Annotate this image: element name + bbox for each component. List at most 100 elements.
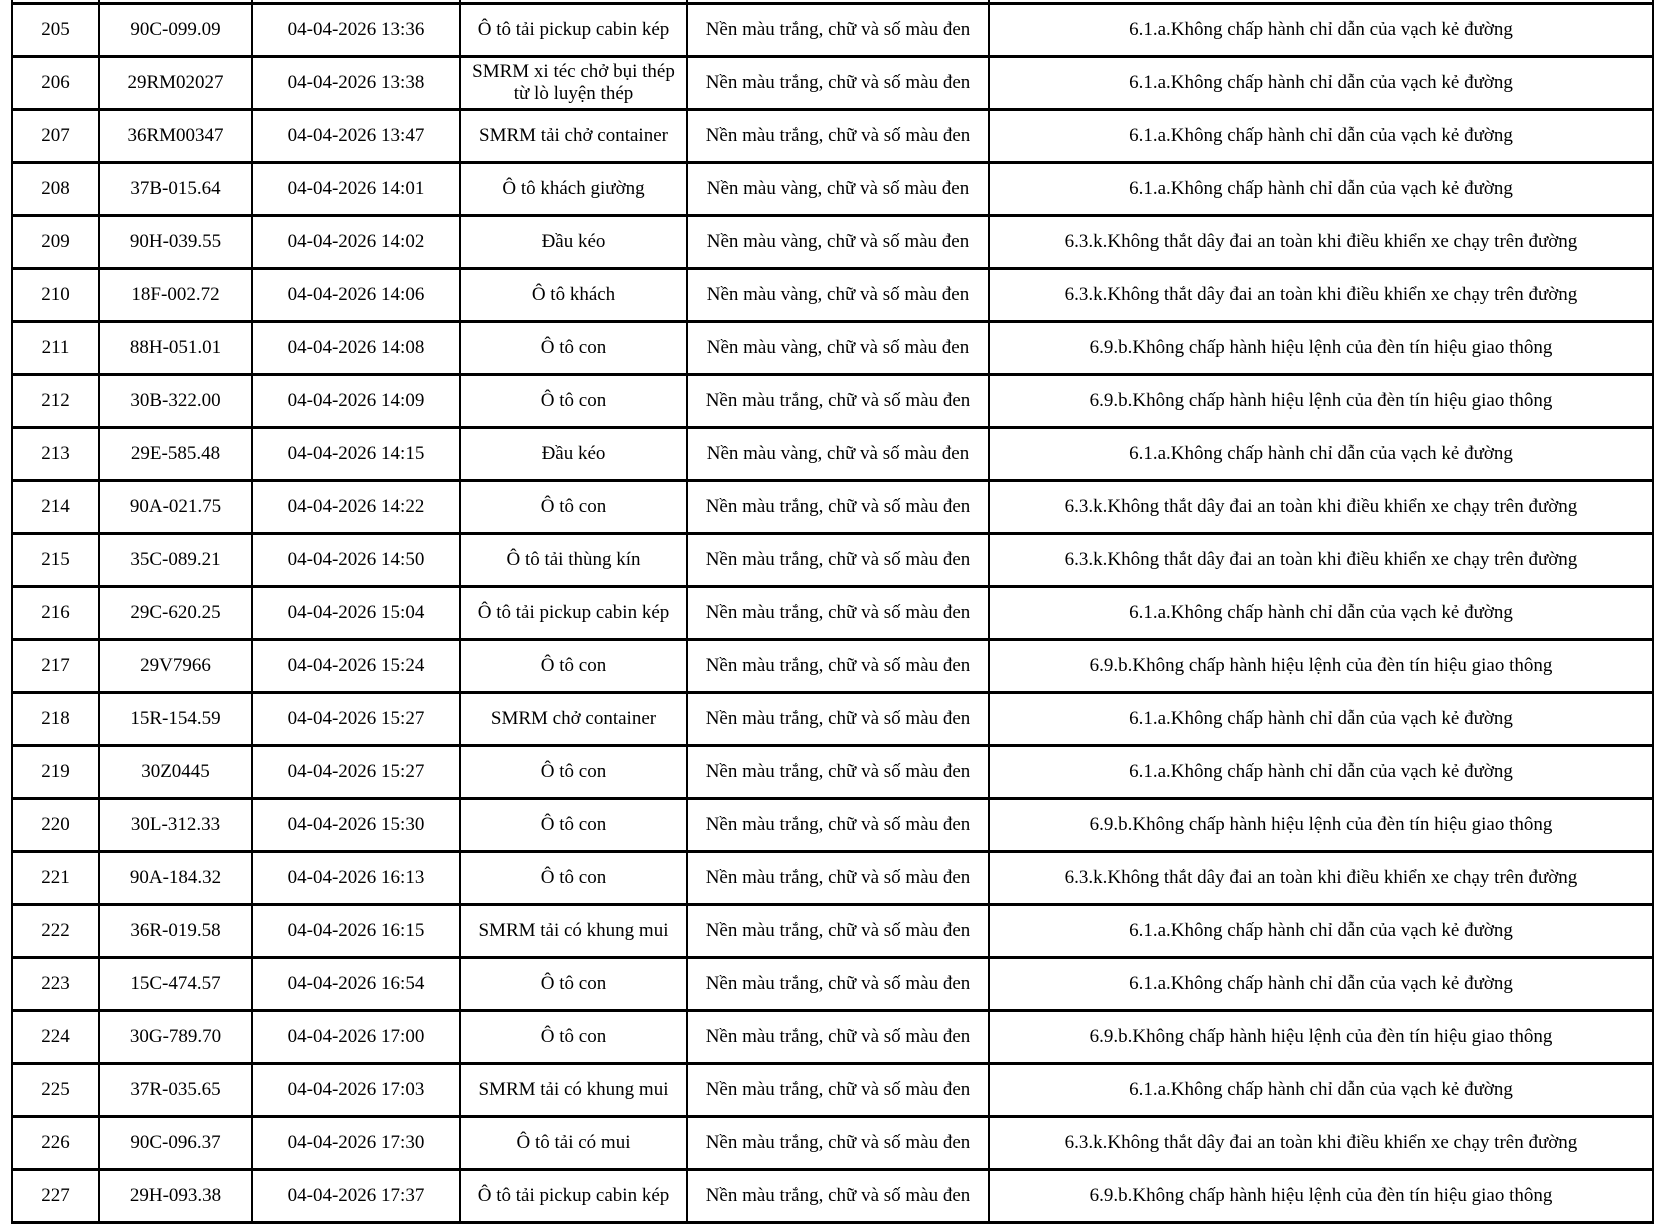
cell-license-plate: 37R-035.65 xyxy=(98,1062,253,1118)
cell-plate-color-description: Nền màu trắng, chữ và số màu đen xyxy=(686,797,990,853)
cell-plate-color-description: Nền màu trắng, chữ và số màu đen xyxy=(686,1009,990,1065)
cell-violation-description: 6.3.k.Không thắt dây đai an toàn khi điề… xyxy=(988,850,1654,906)
cell-violation-description: 6.1.a.Không chấp hành chỉ dẫn của vạch k… xyxy=(988,1062,1654,1118)
cell-violation-description: 6.3.k.Không thắt dây đai an toàn khi điề… xyxy=(988,532,1654,588)
cell-index-number: 225 xyxy=(11,1062,100,1118)
cell-vehicle-type: SMRM tải chở container xyxy=(459,108,688,164)
cell-violation-datetime: 04-04-2026 14:01 xyxy=(251,161,461,217)
cell-vehicle-type: Ô tô con xyxy=(459,638,688,694)
cell-license-plate: 15R-154.59 xyxy=(98,691,253,747)
cell-index-number: 210 xyxy=(11,267,100,323)
cell-license-plate: 30Z0445 xyxy=(98,744,253,800)
cell-plate-color-description: Nền màu trắng, chữ và số màu đen xyxy=(686,108,990,164)
cell-index-number: 213 xyxy=(11,426,100,482)
cell-index-number: 214 xyxy=(11,479,100,535)
cell-index-number: 219 xyxy=(11,744,100,800)
cell-violation-datetime: 04-04-2026 17:37 xyxy=(251,1168,461,1224)
cell-vehicle-type: Ô tô con xyxy=(459,744,688,800)
cell-plate-color-description: Nền màu vàng, chữ và số màu đen xyxy=(686,214,990,270)
table-row: 226 90C-096.37 04-04-2026 17:30 Ô tô tải… xyxy=(11,1115,1654,1171)
table-row: 223 15C-474.57 04-04-2026 16:54 Ô tô con… xyxy=(11,956,1654,1012)
cell-vehicle-type: Đầu kéo xyxy=(459,214,688,270)
cell-violation-description: 6.9.b.Không chấp hành hiệu lệnh của đèn … xyxy=(988,373,1654,429)
cell-plate-color-description: Nền màu trắng, chữ và số màu đen xyxy=(686,956,990,1012)
cell-violation-datetime: 04-04-2026 14:02 xyxy=(251,214,461,270)
cell-vehicle-type: SMRM tải có khung mui xyxy=(459,903,688,959)
cell-index-number: 211 xyxy=(11,320,100,376)
cell-violation-datetime: 04-04-2026 13:38 xyxy=(251,55,461,111)
cell-plate-color-description: Nền màu trắng, chữ và số màu đen xyxy=(686,744,990,800)
table-row: 210 18F-002.72 04-04-2026 14:06 Ô tô khá… xyxy=(11,267,1654,323)
cell-vehicle-type: Ô tô con xyxy=(459,956,688,1012)
cropped-cell xyxy=(459,0,688,5)
cell-vehicle-type: Ô tô con xyxy=(459,797,688,853)
cropped-row-remnant xyxy=(11,0,1654,5)
table-row: 208 37B-015.64 04-04-2026 14:01 Ô tô khá… xyxy=(11,161,1654,217)
cell-index-number: 215 xyxy=(11,532,100,588)
cell-plate-color-description: Nền màu trắng, chữ và số màu đen xyxy=(686,850,990,906)
table-row: 220 30L-312.33 04-04-2026 15:30 Ô tô con… xyxy=(11,797,1654,853)
cell-violation-description: 6.1.a.Không chấp hành chỉ dẫn của vạch k… xyxy=(988,2,1654,58)
cell-index-number: 205 xyxy=(11,2,100,58)
cell-license-plate: 29C-620.25 xyxy=(98,585,253,641)
cell-violation-datetime: 04-04-2026 16:13 xyxy=(251,850,461,906)
cell-violation-description: 6.1.a.Không chấp hành chỉ dẫn của vạch k… xyxy=(988,161,1654,217)
cell-violation-description: 6.1.a.Không chấp hành chỉ dẫn của vạch k… xyxy=(988,585,1654,641)
cell-index-number: 217 xyxy=(11,638,100,694)
cell-vehicle-type: Ô tô khách giường xyxy=(459,161,688,217)
cell-vehicle-type: Ô tô tải pickup cabin kép xyxy=(459,2,688,58)
cell-violation-datetime: 04-04-2026 16:54 xyxy=(251,956,461,1012)
cropped-cell xyxy=(11,0,100,5)
cell-vehicle-type: Ô tô khách xyxy=(459,267,688,323)
table-row: 209 90H-039.55 04-04-2026 14:02 Đầu kéo … xyxy=(11,214,1654,270)
cell-license-plate: 90A-184.32 xyxy=(98,850,253,906)
cell-license-plate: 88H-051.01 xyxy=(98,320,253,376)
cell-index-number: 223 xyxy=(11,956,100,1012)
cell-violation-description: 6.1.a.Không chấp hành chỉ dẫn của vạch k… xyxy=(988,426,1654,482)
cell-violation-datetime: 04-04-2026 13:36 xyxy=(251,2,461,58)
cropped-cell xyxy=(686,0,990,5)
cell-plate-color-description: Nền màu vàng, chữ và số màu đen xyxy=(686,426,990,482)
table-row: 222 36R-019.58 04-04-2026 16:15 SMRM tải… xyxy=(11,903,1654,959)
cell-index-number: 226 xyxy=(11,1115,100,1171)
cell-index-number: 216 xyxy=(11,585,100,641)
cell-plate-color-description: Nền màu trắng, chữ và số màu đen xyxy=(686,903,990,959)
table-row: 217 29V7966 04-04-2026 15:24 Ô tô con Nề… xyxy=(11,638,1654,694)
cropped-cell xyxy=(98,0,253,5)
cell-violation-description: 6.1.a.Không chấp hành chỉ dẫn của vạch k… xyxy=(988,55,1654,111)
cell-plate-color-description: Nền màu trắng, chữ và số màu đen xyxy=(686,2,990,58)
cell-vehicle-type: Đầu kéo xyxy=(459,426,688,482)
cell-violation-description: 6.9.b.Không chấp hành hiệu lệnh của đèn … xyxy=(988,1009,1654,1065)
cell-violation-datetime: 04-04-2026 14:09 xyxy=(251,373,461,429)
cell-license-plate: 37B-015.64 xyxy=(98,161,253,217)
cell-vehicle-type: Ô tô tải pickup cabin kép xyxy=(459,585,688,641)
table-row: 227 29H-093.38 04-04-2026 17:37 Ô tô tải… xyxy=(11,1168,1654,1224)
cell-plate-color-description: Nền màu vàng, chữ và số màu đen xyxy=(686,161,990,217)
table-row: 207 36RM00347 04-04-2026 13:47 SMRM tải … xyxy=(11,108,1654,164)
cell-plate-color-description: Nền màu trắng, chữ và số màu đen xyxy=(686,1115,990,1171)
cell-violation-datetime: 04-04-2026 17:00 xyxy=(251,1009,461,1065)
cell-violation-datetime: 04-04-2026 15:27 xyxy=(251,744,461,800)
cell-license-plate: 30L-312.33 xyxy=(98,797,253,853)
cell-vehicle-type: SMRM chở container xyxy=(459,691,688,747)
cell-license-plate: 29RM02027 xyxy=(98,55,253,111)
cell-license-plate: 29V7966 xyxy=(98,638,253,694)
cell-violation-description: 6.3.k.Không thắt dây đai an toàn khi điề… xyxy=(988,214,1654,270)
cell-license-plate: 36R-019.58 xyxy=(98,903,253,959)
cell-plate-color-description: Nền màu trắng, chữ và số màu đen xyxy=(686,691,990,747)
cell-plate-color-description: Nền màu trắng, chữ và số màu đen xyxy=(686,638,990,694)
table-row: 206 29RM02027 04-04-2026 13:38 SMRM xi t… xyxy=(11,55,1654,111)
cell-plate-color-description: Nền màu trắng, chữ và số màu đen xyxy=(686,1168,990,1224)
cell-vehicle-type: SMRM xi téc chở bụi thép từ lò luyện thé… xyxy=(459,55,688,111)
cell-violation-description: 6.1.a.Không chấp hành chỉ dẫn của vạch k… xyxy=(988,108,1654,164)
cell-violation-datetime: 04-04-2026 14:15 xyxy=(251,426,461,482)
cell-violation-datetime: 04-04-2026 14:06 xyxy=(251,267,461,323)
cell-violation-description: 6.9.b.Không chấp hành hiệu lệnh của đèn … xyxy=(988,638,1654,694)
cell-index-number: 227 xyxy=(11,1168,100,1224)
cell-violation-datetime: 04-04-2026 15:24 xyxy=(251,638,461,694)
table-row: 218 15R-154.59 04-04-2026 15:27 SMRM chở… xyxy=(11,691,1654,747)
cell-vehicle-type: Ô tô tải thùng kín xyxy=(459,532,688,588)
table-row: 224 30G-789.70 04-04-2026 17:00 Ô tô con… xyxy=(11,1009,1654,1065)
cell-index-number: 206 xyxy=(11,55,100,111)
cell-vehicle-type: Ô tô tải có mui xyxy=(459,1115,688,1171)
